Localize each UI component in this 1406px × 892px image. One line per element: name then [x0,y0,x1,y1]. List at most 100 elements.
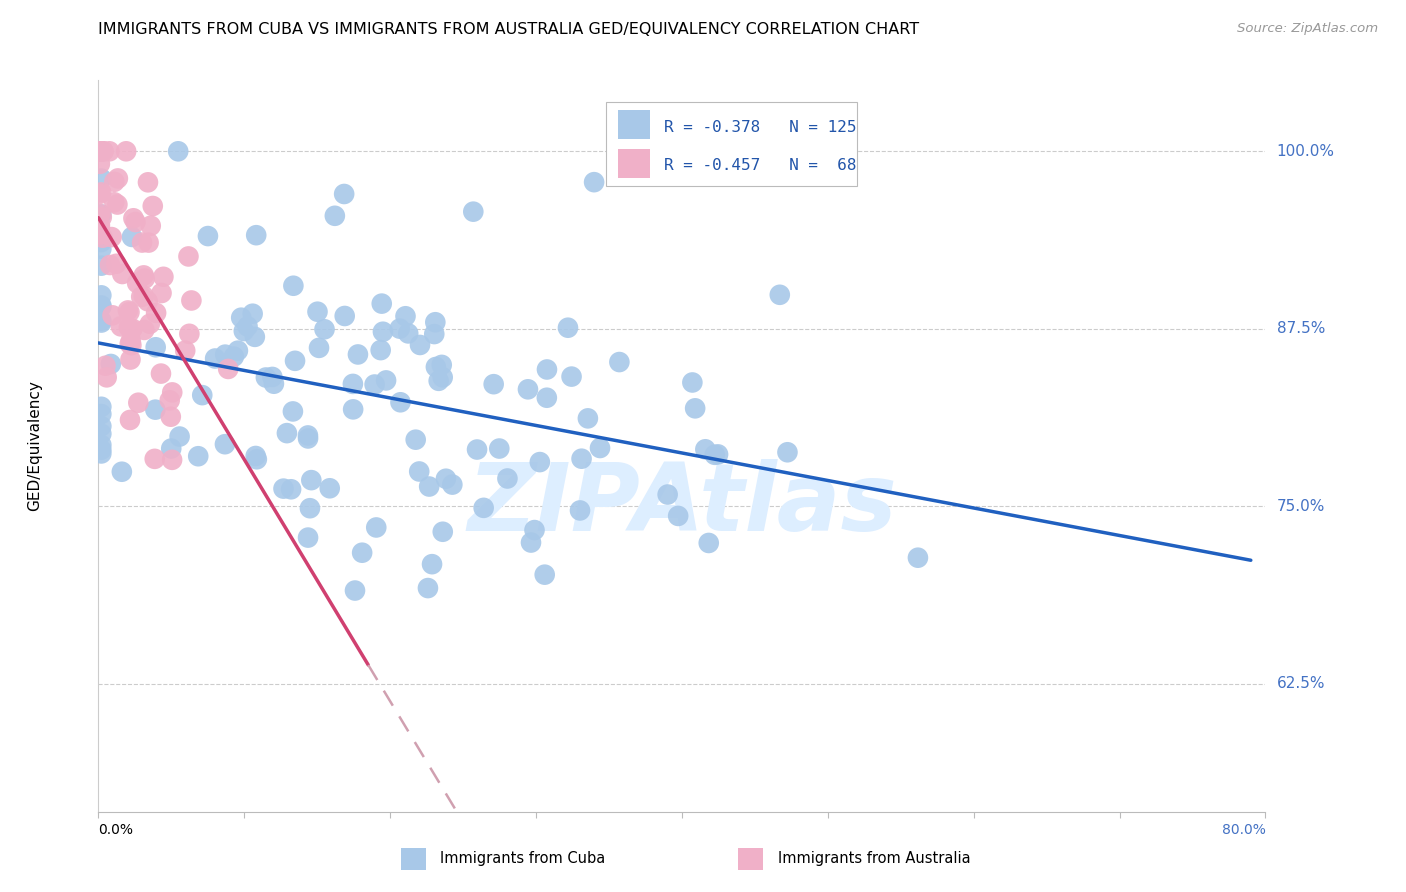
Point [100,357,122,371]
Point [174,343,197,358]
Point [307,304,329,318]
Point [91,230,114,244]
Point [129,290,152,304]
Point [342,376,364,391]
Point [122,211,145,226]
Point [236,319,259,334]
Point [90,207,112,221]
Point [425,359,447,374]
Point [136,294,159,309]
Point [89,157,111,171]
Point [561,369,583,384]
Point [423,327,446,342]
Point [243,330,266,344]
Point [90,210,112,224]
Point [465,442,488,457]
FancyBboxPatch shape [606,103,856,186]
Point [363,377,385,392]
Point [138,235,160,250]
Text: Immigrants from Cuba: Immigrants from Cuba [440,852,606,866]
Point [232,324,254,338]
Point [389,395,412,409]
Point [297,531,319,545]
Point [276,426,298,441]
Point [245,449,267,463]
Point [127,395,149,409]
Point [472,500,495,515]
Point [145,306,167,320]
Point [96,370,118,384]
Point [118,413,141,427]
FancyBboxPatch shape [617,149,651,178]
Text: R = -0.378   N = 125: R = -0.378 N = 125 [665,120,856,135]
Point [273,482,295,496]
Point [683,401,706,416]
Point [90,242,112,256]
Point [159,409,181,424]
Point [488,442,510,456]
Text: Immigrants from Australia: Immigrants from Australia [778,852,970,866]
Point [124,215,146,229]
Point [333,186,356,201]
Point [142,199,165,213]
Point [98,145,121,159]
Point [441,477,464,491]
Point [245,228,267,243]
Point [90,419,112,434]
Point [388,321,411,335]
Text: 62.5%: 62.5% [1277,676,1324,691]
Point [283,278,305,293]
Point [262,370,284,384]
Point [231,310,253,325]
Point [89,218,111,232]
Point [89,145,111,159]
Point [425,315,447,329]
Point [121,230,143,244]
Point [281,404,304,418]
Point [536,391,558,405]
Point [496,471,519,485]
Point [145,402,167,417]
Point [308,341,330,355]
Point [90,407,112,421]
Point [482,377,505,392]
Point [98,258,121,272]
Point [394,310,416,324]
Point [434,472,457,486]
Point [107,171,129,186]
Point [432,370,454,384]
Point [418,479,440,493]
Point [167,145,190,159]
Point [118,305,141,319]
Point [666,508,689,523]
Point [160,442,183,456]
Point [105,257,128,271]
Point [569,503,592,517]
Point [204,351,226,366]
Text: 100.0%: 100.0% [1277,144,1334,159]
Point [297,428,319,442]
Point [139,219,162,233]
Point [136,175,159,189]
FancyBboxPatch shape [617,110,651,139]
Point [179,326,201,341]
Point [91,145,114,159]
Point [134,323,156,337]
Point [89,145,111,159]
Point [90,426,112,441]
Text: GED/Equivalency: GED/Equivalency [27,381,42,511]
Text: 75.0%: 75.0% [1277,499,1324,514]
Point [127,276,149,290]
Text: 0.0%: 0.0% [98,823,134,837]
Point [94,359,117,373]
Point [463,204,485,219]
Point [90,186,112,200]
Point [371,325,394,339]
Point [583,175,606,189]
Point [143,451,166,466]
Point [776,445,799,459]
Point [90,145,112,159]
Point [427,374,450,388]
Point [90,300,112,314]
Point [314,322,336,336]
